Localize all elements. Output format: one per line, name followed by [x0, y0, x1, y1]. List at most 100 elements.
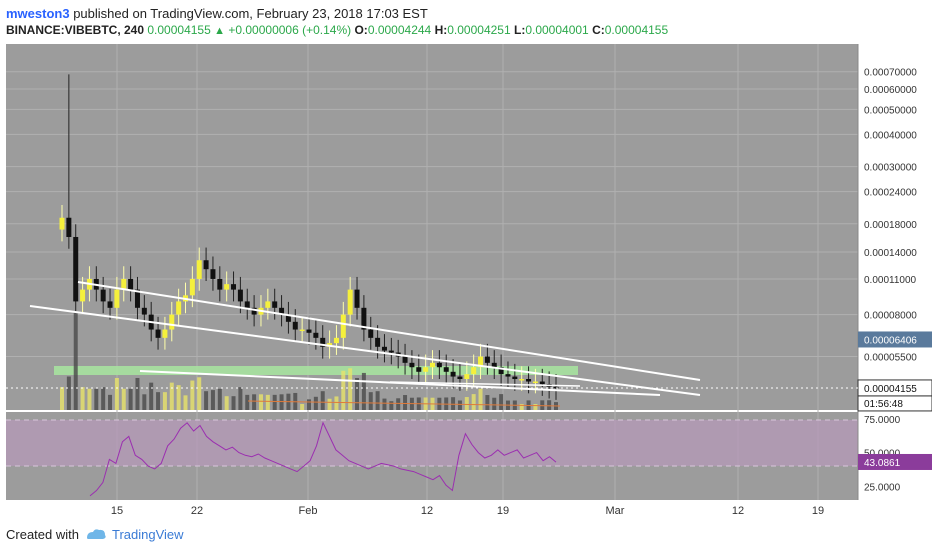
candle-body [217, 278, 223, 290]
candle-body [471, 367, 477, 375]
candle-body [141, 307, 147, 315]
candle-body [279, 307, 285, 315]
volume-bar [478, 388, 483, 410]
candle-body [107, 301, 113, 308]
volume-bar [348, 368, 353, 410]
price-tags: 0.00006406 0.00004155 01:56:48 43.0861 [6, 331, 932, 470]
trendline-short[interactable] [389, 381, 581, 387]
price-tick-label: 0.00005500 [864, 353, 917, 364]
volume-bar [279, 394, 284, 410]
candle-body [244, 301, 250, 308]
candle-body [532, 381, 538, 384]
candle-body [176, 301, 182, 315]
candle-body [299, 329, 305, 332]
rsi-line [89, 421, 557, 497]
volume-bar [307, 399, 311, 410]
candle-body [354, 289, 360, 308]
candle-body [333, 337, 339, 344]
candle-body [526, 379, 532, 382]
price-tick-label: 0.00011000 [864, 275, 917, 286]
volume-bar [355, 377, 360, 410]
volume-bar [231, 396, 236, 410]
candle-body [169, 314, 175, 330]
volume-bar [128, 388, 133, 410]
volume-bar [217, 388, 222, 410]
last-price: 0.00004155 [147, 23, 211, 37]
symbol-label: BINANCE:VIBEBTC, 240 [6, 23, 145, 37]
volume-bar [210, 390, 215, 410]
volume-bar [101, 387, 106, 410]
volume-bar [156, 392, 161, 410]
volume-bar [238, 387, 243, 410]
tradingview-link[interactable]: TradingView [112, 527, 184, 542]
volume-bar [368, 392, 373, 410]
candle-body [505, 374, 511, 377]
candle-body [272, 301, 278, 308]
price-tick-label: 0.00060000 [864, 85, 917, 96]
price-tag-blue [858, 331, 932, 348]
price-axis [858, 44, 932, 520]
volume-bar [451, 397, 456, 410]
candle-body [210, 269, 216, 279]
candle-body [66, 217, 72, 237]
price-tick-label: 0.00070000 [864, 68, 917, 79]
candle-body [162, 329, 168, 338]
rsi-value-tag [858, 453, 932, 470]
volume-bar [258, 394, 263, 410]
price-tag-blue-label: 0.00006406 [864, 335, 917, 346]
time-tick-label: Mar [606, 505, 625, 517]
candle-body [512, 376, 518, 380]
price-tick-label: 0.00018000 [864, 220, 917, 231]
volume-bar [169, 382, 174, 410]
price-chart[interactable]: 0.00070000 0.00060000 0.00050000 0.00040000… [0, 44, 932, 520]
support-zone [54, 366, 578, 375]
candle-body [519, 379, 525, 381]
time-tick-label: 15 [111, 505, 123, 517]
trendline-upper[interactable] [77, 281, 701, 381]
countdown-label: 01:56:48 [864, 399, 903, 410]
candle-body [128, 278, 134, 290]
open-label: O: [354, 23, 368, 37]
publish-info: published on TradingView.com, February 2… [73, 6, 428, 21]
chart-header: mweston3 published on TradingView.com, F… [0, 0, 932, 44]
candle-body [423, 367, 429, 372]
candle-body [388, 350, 394, 353]
volume-bar [499, 394, 504, 410]
volume-bar [190, 380, 195, 410]
candle-body [361, 307, 367, 330]
candle-body [402, 356, 408, 363]
close-value: 0.00004155 [604, 23, 669, 37]
candle-body [457, 376, 463, 380]
candle-body [196, 260, 202, 279]
time-tick-label: 12 [732, 505, 744, 517]
volume-bar [300, 404, 305, 410]
price-tick-label: 0.00024000 [864, 188, 917, 199]
candle-body [381, 346, 387, 351]
volume-bar [197, 377, 202, 410]
volume-bar [320, 391, 325, 410]
volume-bar [327, 398, 332, 410]
candle-body [231, 284, 237, 290]
candle-body [100, 289, 106, 302]
candle-body [498, 367, 504, 375]
author-name[interactable]: mweston3 [6, 6, 70, 21]
volume-bar [547, 400, 552, 410]
candle-body [265, 301, 271, 308]
candle-body [292, 321, 298, 330]
candle-body [121, 278, 127, 290]
candle-body [409, 362, 415, 368]
volume-bar [492, 397, 497, 410]
volume-bar [471, 394, 476, 410]
candle-body [237, 289, 243, 302]
rsi-tick-label: 75.0000 [864, 415, 901, 426]
trendline-middle[interactable] [29, 305, 701, 396]
volume-bar [313, 396, 318, 410]
low-value: 0.00004001 [525, 23, 589, 37]
trendline-lower[interactable] [139, 370, 661, 396]
time-tick-label: Feb [299, 505, 318, 517]
volume-bar [80, 387, 85, 410]
candle-body [430, 362, 435, 368]
time-tick-label: 22 [191, 505, 203, 517]
volume-bar [334, 396, 339, 410]
volume-bar [204, 391, 209, 410]
